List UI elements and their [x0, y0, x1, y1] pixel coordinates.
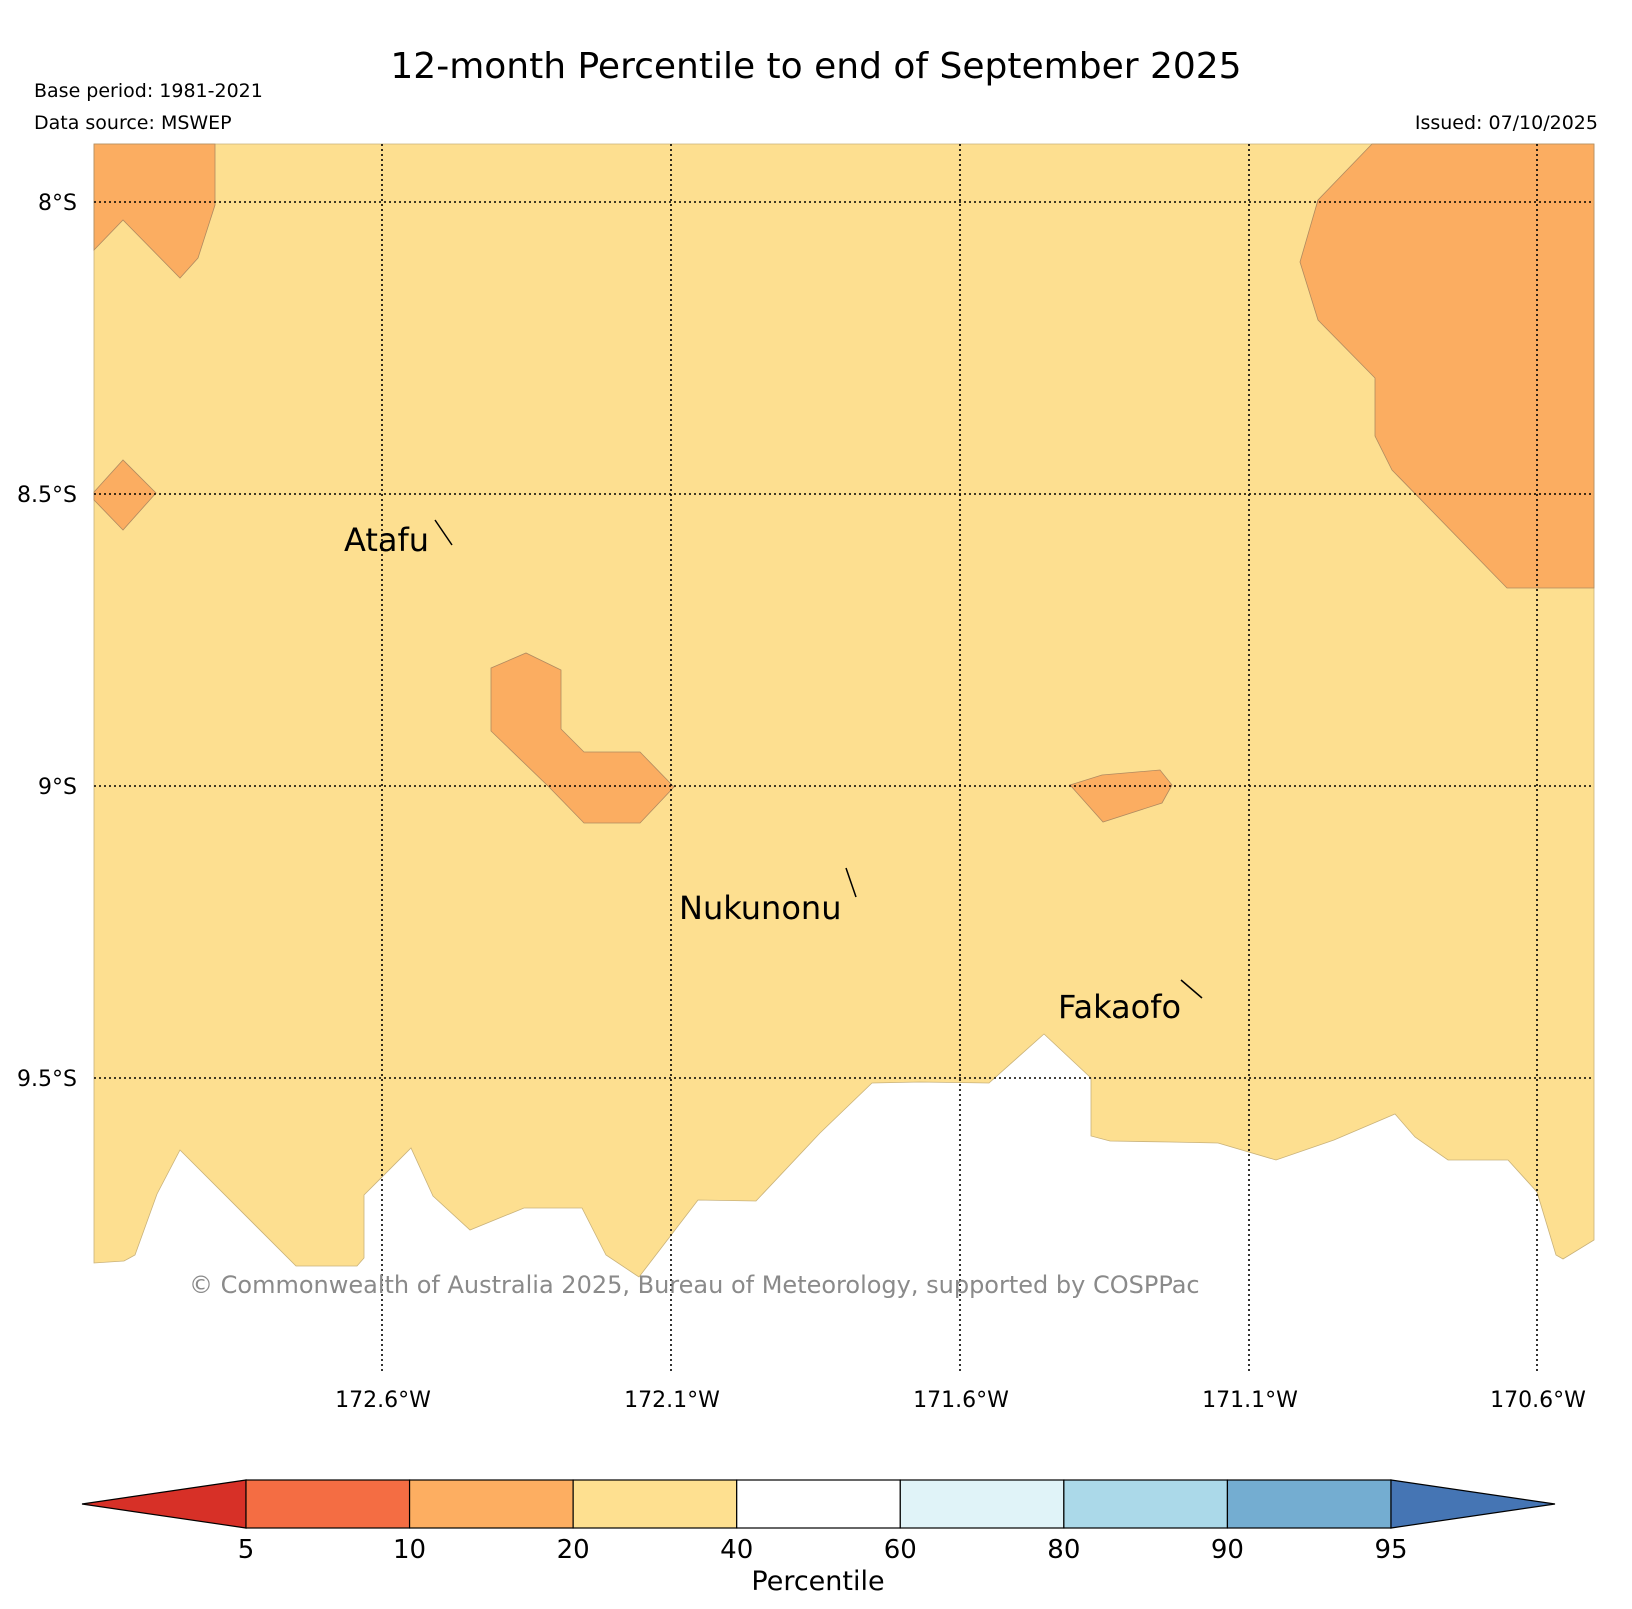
- place-label-nukunonu: Nukunonu: [679, 889, 841, 927]
- lat-label: 9°S: [38, 775, 77, 800]
- lat-label: 8.5°S: [17, 483, 77, 508]
- graticule: [94, 144, 1594, 1372]
- colorbar-tick-label: 80: [1047, 1535, 1080, 1565]
- region-percentile-10-20-northwest: [93, 143, 216, 279]
- region-percentile-10-20-northeast: [1299, 143, 1595, 589]
- colorbar-segment: [736, 1479, 901, 1529]
- lat-label: 8°S: [38, 191, 77, 216]
- issued-date-text: Issued: 07/10/2025: [1415, 112, 1598, 134]
- colorbar-tick-label: 20: [557, 1535, 590, 1565]
- region-percentile-10-20-west: [93, 459, 157, 531]
- copyright-text: © Commonwealth of Australia 2025, Bureau…: [189, 1271, 1200, 1299]
- lat-label: 9.5°S: [17, 1067, 77, 1092]
- colorbar-under-triangle: [81, 1479, 247, 1529]
- colorbar-segment: [408, 1479, 574, 1529]
- colorbar-segment: [1226, 1479, 1392, 1529]
- colorbar-tick-label: 5: [238, 1535, 255, 1565]
- lon-label: 171.1°W: [1202, 1388, 1298, 1413]
- island-marker-nukunonu: [845, 867, 857, 898]
- colorbar-segment: [1063, 1479, 1229, 1529]
- lon-label: 172.1°W: [624, 1388, 720, 1413]
- colorbar-segment: [245, 1479, 411, 1529]
- region-percentile-10-20-center: [490, 652, 675, 824]
- place-label-atafu: Atafu: [344, 521, 429, 559]
- data-source-text: Data source: MSWEP: [34, 112, 232, 134]
- region-percentile-20-40: [93, 143, 1595, 1278]
- colorbar-tick-label: 10: [393, 1535, 426, 1565]
- place-label-fakaofo: Fakaofo: [1058, 988, 1181, 1026]
- colorbar-over-triangle: [1390, 1479, 1556, 1529]
- lon-label: 171.6°W: [913, 1388, 1009, 1413]
- colorbar-segment: [899, 1479, 1065, 1529]
- colorbar-tick-label: 40: [720, 1535, 753, 1565]
- lon-label: 170.6°W: [1490, 1388, 1586, 1413]
- colorbar-tick-label: 90: [1211, 1535, 1244, 1565]
- map-area: Atafu Nukunonu Fakaofo © Commonwealth of…: [93, 143, 1595, 1372]
- colorbar-tick-label: 95: [1374, 1535, 1407, 1565]
- colorbar-segment: [572, 1479, 738, 1529]
- island-marker-atafu: [434, 519, 453, 546]
- map-title: 12-month Percentile to end of September …: [390, 46, 1241, 87]
- island-marker-fakaofo: [1180, 979, 1203, 999]
- colorbar-tick-label: 60: [884, 1535, 917, 1565]
- lon-label: 172.6°W: [335, 1388, 431, 1413]
- colorbar-label: Percentile: [751, 1566, 884, 1597]
- region-percentile-10-20-east: [1069, 769, 1173, 823]
- base-period-text: Base period: 1981-2021: [34, 80, 263, 102]
- colorbar: 5 10 20 40 60 80 90 95 Percentile: [81, 1479, 1556, 1597]
